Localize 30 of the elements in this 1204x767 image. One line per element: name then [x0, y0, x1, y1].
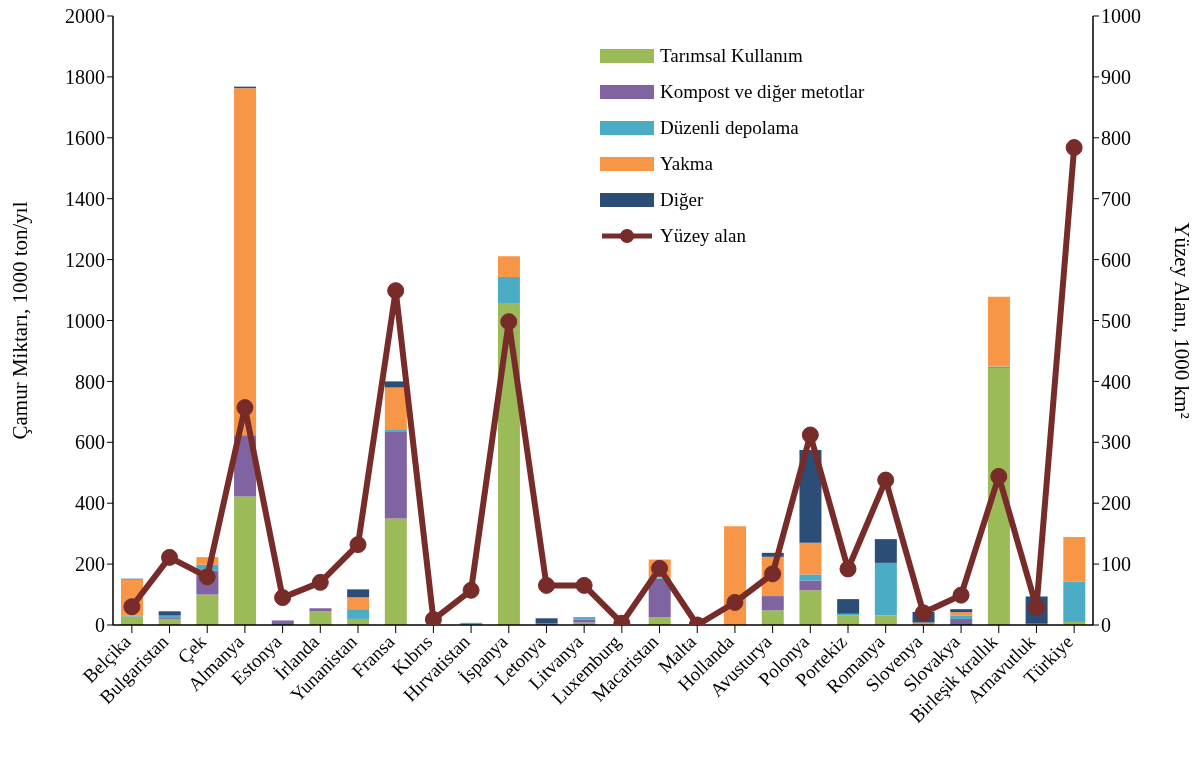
- legend-label: Kompost ve diğer metotlar: [660, 81, 865, 103]
- y-tick-label: 1000: [65, 309, 105, 332]
- y-tick-label: 1400: [65, 187, 105, 210]
- y2-tick-label: 600: [1101, 248, 1131, 271]
- y-tick-label: 800: [75, 370, 105, 393]
- y-tick-label: 400: [75, 492, 105, 515]
- y2-tick-label: 900: [1101, 66, 1131, 88]
- y-tick-label: 2000: [65, 5, 105, 28]
- y2-tick-label: 1000: [1101, 5, 1141, 28]
- y-tick-label: 0: [95, 614, 105, 637]
- y-tick-label: 1200: [65, 248, 105, 271]
- legend-label: Düzenli depolama: [660, 117, 799, 139]
- legend-label: Diğer: [660, 189, 704, 211]
- y-tick-label: 1800: [65, 66, 105, 88]
- y-axis-title: Çamur Miktarı, 1000 ton/yıl: [8, 201, 33, 440]
- y2-tick-label: 200: [1101, 492, 1131, 515]
- y-tick-label: 600: [75, 431, 105, 454]
- y2-tick-label: 500: [1101, 309, 1131, 332]
- legend-label: Yüzey alan: [660, 225, 746, 247]
- y-tick-label: 1600: [65, 126, 105, 149]
- y2-tick-label: 700: [1101, 187, 1131, 210]
- y2-tick-label: 0: [1101, 614, 1111, 637]
- y2-axis-title: Yüzey Alanı, 1000 km²: [1169, 222, 1194, 419]
- y2-tick-label: 300: [1101, 431, 1131, 454]
- y2-tick-label: 100: [1101, 553, 1131, 576]
- y2-tick-label: 800: [1101, 126, 1131, 149]
- y2-tick-label: 400: [1101, 370, 1131, 393]
- y-tick-label: 200: [75, 553, 105, 576]
- legend-label: Yakma: [660, 153, 713, 175]
- legend-label: Tarımsal Kullanım: [660, 45, 803, 67]
